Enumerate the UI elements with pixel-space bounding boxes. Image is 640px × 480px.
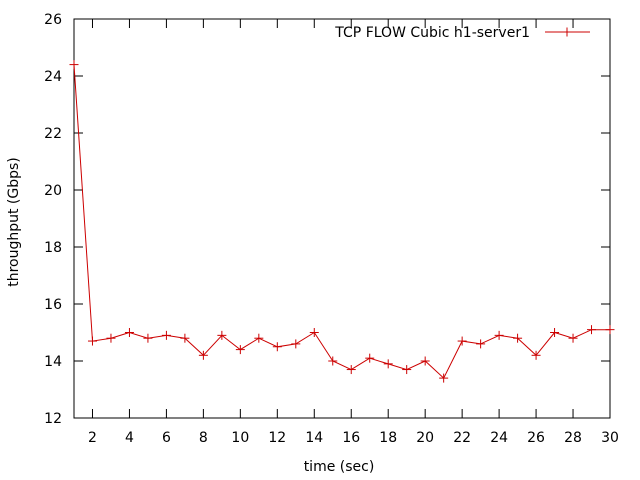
data-point-marker (457, 336, 467, 346)
data-point-marker (550, 328, 560, 337)
y-axis-label: throughput (Gbps) (6, 157, 22, 287)
data-point-marker (402, 365, 412, 375)
x-tick-label: 4 (125, 430, 134, 446)
data-point-marker (605, 325, 615, 335)
series-group (69, 60, 615, 383)
data-point-marker (494, 330, 504, 340)
y-tick-label: 24 (44, 69, 62, 85)
y-tick-label: 22 (44, 126, 62, 142)
data-point-marker (291, 339, 301, 349)
legend: TCP FLOW Cubic h1-server1 (334, 25, 590, 41)
x-tick-labels: 2 4 6 8 10 12 14 16 18 20 22 24 26 28 30 (88, 430, 619, 446)
data-point-marker (235, 345, 245, 355)
series-line (73, 64, 610, 379)
data-point-marker (531, 350, 541, 360)
x-axis-label: time (sec) (304, 459, 375, 475)
data-point-marker (143, 333, 153, 343)
data-point-marker (180, 333, 190, 343)
data-point-marker (69, 60, 79, 70)
data-point-marker (328, 356, 338, 366)
legend-marker (562, 27, 572, 37)
x-tick-label: 6 (162, 430, 171, 446)
data-point-marker (365, 353, 375, 363)
data-point-marker (254, 333, 264, 343)
data-point-marker (383, 359, 393, 369)
x-tick-label: 18 (379, 430, 397, 446)
x-tick-label: 20 (416, 430, 434, 446)
y-tick-labels: 12 14 16 18 20 22 24 26 (44, 12, 62, 427)
x-tick-label: 26 (527, 430, 545, 446)
y-tick-label: 12 (44, 411, 62, 427)
data-point-marker (439, 373, 449, 383)
y-tick-label: 14 (44, 354, 62, 370)
data-point-marker (124, 328, 134, 337)
data-point-marker (476, 339, 486, 349)
x-tick-label: 14 (305, 430, 323, 446)
data-point-marker (198, 350, 208, 360)
x-tick-label: 30 (601, 430, 619, 446)
data-point-marker (161, 330, 171, 340)
legend-label: TCP FLOW Cubic h1-server1 (334, 25, 530, 41)
x-tick-label: 12 (268, 430, 286, 446)
x-tick-label: 28 (564, 430, 582, 446)
data-point-marker (87, 336, 97, 346)
data-point-marker (568, 333, 578, 343)
y-tick-label: 16 (44, 297, 62, 313)
x-tick-label: 22 (453, 430, 471, 446)
y-tick-label: 18 (44, 240, 62, 256)
legend-plus-marker (562, 27, 572, 37)
data-point-marker (106, 333, 116, 343)
x-tick-label: 10 (231, 430, 249, 446)
data-point-marker (272, 342, 282, 352)
y-tick-label: 20 (44, 183, 62, 199)
plot-frame (73, 18, 611, 419)
x-tick-label: 24 (490, 430, 508, 446)
x-tick-label: 8 (199, 430, 208, 446)
y-tick-label: 26 (44, 12, 62, 28)
data-point-marker (309, 328, 319, 337)
data-point-marker (513, 333, 523, 343)
axis-ticks (74, 18, 611, 419)
data-point-marker (217, 330, 227, 340)
data-point-marker (346, 365, 356, 375)
data-point-marker (587, 325, 597, 335)
x-tick-label: 16 (342, 430, 360, 446)
data-point-marker (420, 356, 430, 366)
x-tick-label: 2 (88, 430, 97, 446)
